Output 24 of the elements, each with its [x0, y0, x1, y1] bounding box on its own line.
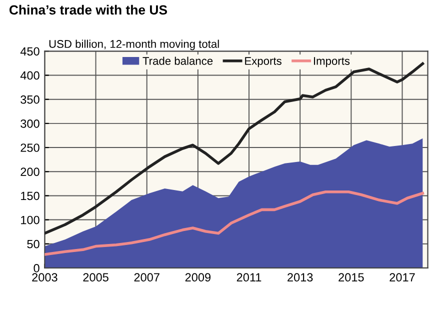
x-tick-label: 2009 [185, 273, 211, 282]
y-tick-label: 450 [20, 47, 40, 56]
x-tick-label: 2003 [32, 273, 58, 282]
y-tick-label: 0 [34, 264, 40, 272]
x-tick-label: 2017 [390, 273, 415, 282]
x-tick-label: 2013 [288, 273, 313, 282]
legend-label: Imports [314, 57, 350, 68]
y-axis-title: USD billion, 12-month moving total [49, 40, 219, 50]
chart-title: China’s trade with the US [9, 4, 168, 15]
x-tick-label: 2007 [134, 273, 160, 282]
y-tick-label: 50 [27, 240, 40, 248]
y-tick-label: 300 [20, 119, 40, 128]
x-tick-label: 2011 [236, 273, 262, 282]
legend-label: Trade balance [142, 56, 213, 65]
legend-label: Exports [245, 57, 282, 68]
y-tick-label: 400 [20, 71, 40, 80]
y-tick-label: 350 [20, 95, 40, 104]
line-series [44, 190, 424, 256]
y-tick-label: 200 [20, 168, 40, 176]
x-tick-label: 2015 [338, 273, 364, 282]
y-tick-label: 150 [21, 192, 40, 200]
x-tick-label: 2005 [83, 273, 108, 282]
y-tick-label: 100 [21, 216, 40, 224]
y-tick-label: 250 [20, 144, 40, 152]
